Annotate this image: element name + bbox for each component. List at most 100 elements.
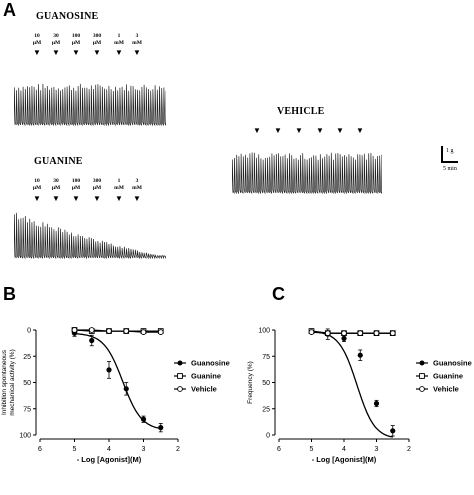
dose-marker-icon: ▼: [133, 194, 141, 203]
dose-marker-icon: ▼: [133, 48, 141, 57]
guanosine-trace: [14, 83, 166, 127]
scale-bar-time-label: 5 min: [443, 166, 457, 172]
y-axis-label: Frequency (%): [247, 361, 254, 404]
x-tick-label: 5: [73, 446, 77, 453]
data-point-vehicle: [357, 330, 364, 337]
dose-marker-icon: ▼: [336, 126, 344, 135]
y-tick-label: 100: [258, 328, 270, 335]
dose-label: 1 mM: [114, 33, 124, 46]
dose-marker-icon: ▼: [93, 194, 101, 203]
dose-marker-icon: ▼: [115, 48, 123, 57]
dose-label: 100 µM: [71, 178, 81, 191]
x-tick-label: 6: [277, 446, 281, 453]
guanosine-trace-title: GUANOSINE: [36, 11, 99, 22]
y-tick-label: 75: [23, 406, 31, 413]
x-tick-label: 6: [38, 446, 42, 453]
panel-b-label: B: [3, 284, 16, 304]
data-point-vehicle: [71, 327, 78, 333]
dose-label: 1 mM: [114, 178, 124, 191]
y-axis-label: mechanical activity (%): [9, 349, 16, 415]
data-point-guanosine: [140, 416, 147, 422]
dose-label: 3 mM: [132, 178, 142, 191]
legend-marker: [419, 373, 425, 379]
y-tick-label: 50: [23, 380, 31, 387]
data-point-vehicle: [140, 329, 147, 335]
x-tick-label: 2: [407, 446, 411, 453]
dose-label: 30 µM: [51, 33, 61, 46]
data-point-vehicle: [106, 328, 112, 334]
x-tick-label: 2: [176, 446, 180, 453]
dose-label: 100 µM: [71, 33, 81, 46]
dose-label: 3 mM: [132, 33, 142, 46]
dose-label: 300 µM: [92, 178, 102, 191]
legend-label: Vehicle: [433, 385, 459, 394]
dose-marker-icon: ▼: [295, 126, 303, 135]
data-point-vehicle: [373, 330, 380, 337]
dose-marker-icon: ▼: [253, 126, 261, 135]
y-tick-label: 25: [23, 354, 31, 361]
data-point-guanosine: [373, 400, 380, 407]
data-point-guanosine: [357, 352, 363, 358]
dose-marker-icon: ▼: [52, 48, 60, 57]
y-tick-label: 25: [262, 406, 270, 413]
data-point-guanosine: [158, 425, 164, 431]
data-point-vehicle: [123, 328, 130, 334]
data-point-guanosine: [89, 337, 95, 344]
dose-label: 10 µM: [32, 178, 42, 191]
y-tick-label: 100: [19, 433, 31, 440]
data-point-vehicle: [88, 327, 95, 333]
fit-line-guanosine: [311, 331, 393, 438]
legend-marker: [177, 360, 183, 366]
y-tick-label: 0: [27, 328, 31, 335]
legend-label: Vehicle: [191, 385, 217, 394]
dose-marker-icon: ▼: [33, 194, 41, 203]
legend-label: Guanine: [433, 372, 463, 381]
dose-marker-icon: ▼: [33, 48, 41, 57]
x-tick-label: 4: [107, 446, 111, 453]
chart-c: 6 5 4 3 2 0 25 50 75 100 - Log [Agonist](M) Frequen…: [247, 328, 472, 465]
x-axis-label: - Log [Agonist](M): [312, 455, 377, 464]
vehicle-trace-title: VEHICLE: [277, 106, 325, 117]
y-tick-label: 0: [266, 433, 270, 440]
data-point-vehicle: [157, 329, 164, 335]
vehicle-trace: [232, 152, 382, 195]
data-point-vehicle: [308, 329, 315, 335]
legend-marker: [177, 386, 183, 392]
guanine-trace-title: GUANINE: [34, 156, 83, 167]
y-tick-label: 50: [262, 380, 270, 387]
data-point-vehicle: [324, 330, 331, 337]
legend-label: Guanosine: [191, 359, 230, 368]
fit-line-guanosine: [74, 333, 161, 430]
chart-b: 6 5 4 3 2 0 25 50 75 100 - Log [Agonist](M) Inhibit…: [1, 327, 230, 464]
x-tick-label: 5: [310, 446, 314, 453]
legend-marker: [419, 386, 425, 392]
dose-label: 10 µM: [32, 33, 42, 46]
legend-label: Guanine: [191, 372, 221, 381]
data-point-guanosine: [106, 367, 112, 373]
scale-bar-vertical: [441, 146, 443, 162]
x-tick-label: 3: [375, 446, 379, 453]
scale-bar-horizontal: [441, 161, 458, 163]
scale-bar-force-label: 1 g: [446, 148, 454, 154]
guanine-trace: [14, 212, 166, 260]
data-point-guanosine: [341, 335, 347, 341]
legend-label: Guanosine: [433, 359, 472, 368]
dose-label: 300 µM: [92, 33, 102, 46]
dose-marker-icon: ▼: [72, 194, 80, 203]
dose-label: 30 µM: [51, 178, 61, 191]
x-axis-label: - Log [Agonist](M): [77, 455, 142, 464]
dose-marker-icon: ▼: [115, 194, 123, 203]
dose-marker-icon: ▼: [72, 48, 80, 57]
data-point-guanosine: [123, 386, 129, 392]
data-point-vehicle: [341, 330, 347, 337]
data-point-guanosine: [390, 428, 396, 434]
dose-marker-icon: ▼: [274, 126, 282, 135]
dose-marker-icon: ▼: [52, 194, 60, 203]
panel-c-label: C: [272, 284, 285, 304]
legend-marker: [177, 373, 183, 379]
panel-a-label: A: [3, 0, 16, 20]
x-tick-label: 3: [142, 446, 146, 453]
data-point-vehicle: [389, 330, 396, 337]
legend-marker: [419, 360, 425, 366]
x-tick-label: 4: [342, 446, 346, 453]
